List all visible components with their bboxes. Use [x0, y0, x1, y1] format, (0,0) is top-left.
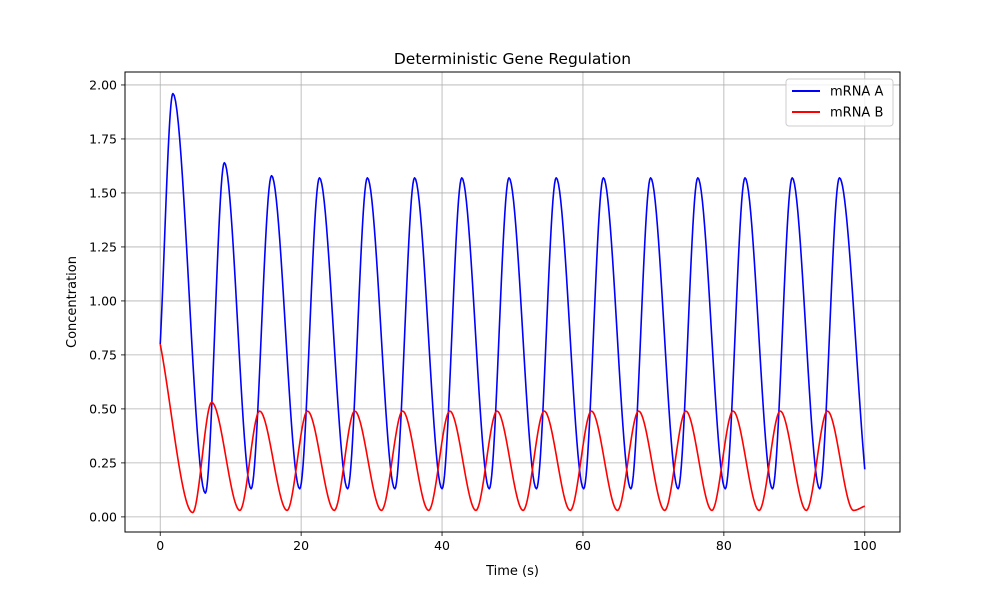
legend-label-mrna-a: mRNA A	[830, 85, 883, 100]
legend: mRNA A mRNA B	[785, 78, 894, 127]
y-tick-label: 1.75	[89, 131, 117, 146]
series-layer	[159, 92, 866, 514]
x-tick-label: 60	[575, 538, 591, 553]
series-line-mrna-a	[159, 92, 866, 494]
legend-label-mrna-b: mRNA B	[830, 106, 883, 121]
y-tick-label: 2.00	[89, 77, 117, 92]
y-axis-label: Concentration	[65, 256, 80, 348]
y-tick-label: 1.00	[89, 293, 117, 308]
x-axis-label: Time (s)	[485, 564, 539, 579]
y-tick-label: 0.25	[89, 455, 117, 470]
ticks: 0 20 40 60 80 100 0.00 0.25 0.50 0.75 1.00 1.25 1.50…	[89, 77, 877, 553]
y-tick-label: 0.00	[89, 509, 117, 524]
plot-frame	[124, 71, 901, 533]
chart-title: Deterministic Gene Regulation	[394, 50, 631, 68]
x-tick-label: 40	[434, 538, 450, 553]
x-tick-label: 100	[853, 538, 877, 553]
series-line-mrna-b	[159, 343, 866, 514]
y-tick-label: 0.50	[89, 401, 117, 416]
x-tick-label: 0	[156, 538, 164, 553]
x-tick-label: 20	[293, 538, 309, 553]
y-tick-label: 1.25	[89, 239, 117, 254]
x-tick-label: 80	[716, 538, 732, 553]
y-tick-label: 0.75	[89, 347, 117, 362]
y-tick-label: 1.50	[89, 185, 117, 200]
